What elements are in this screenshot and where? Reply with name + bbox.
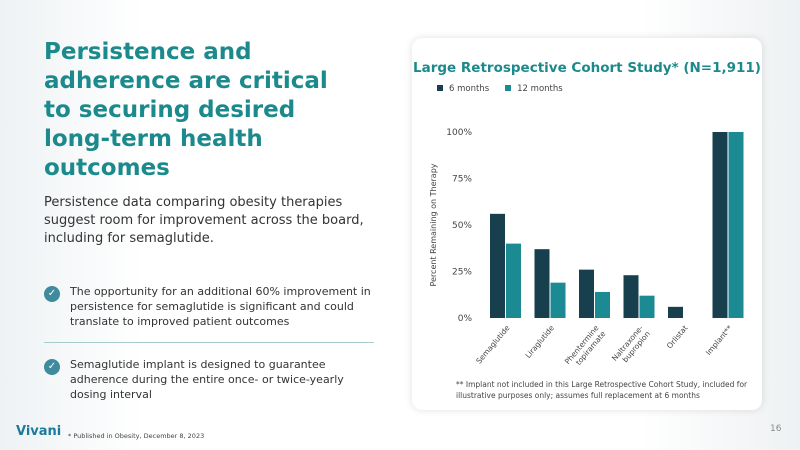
y-tick-label: 0%	[458, 314, 473, 324]
x-tick-label: Semaglutide	[474, 323, 512, 365]
chart-legend: 6 months 12 months	[437, 84, 563, 94]
bar-6-months	[623, 275, 639, 318]
y-axis-label: Percent Remaining on Therapy	[429, 163, 438, 286]
subtitle: Persistence data comparing obesity thera…	[44, 195, 364, 246]
legend-6-months: 6 months	[437, 84, 489, 94]
x-tick-label: Orlistat	[665, 323, 690, 350]
bar-6-months	[579, 269, 594, 318]
check-circle-icon: ✓	[44, 286, 60, 302]
check-circle-icon: ✓	[44, 359, 60, 375]
chart-title: Large Retrospective Cohort Study* (N=1,9…	[413, 60, 761, 76]
bar-6-months	[534, 249, 550, 318]
bar-12-months	[639, 295, 655, 318]
page-number: 16	[770, 424, 782, 434]
x-tick-label: Phenterminetopiramate	[563, 323, 608, 372]
bullet-text: The opportunity for an additional 60% im…	[70, 285, 371, 328]
bullet-item: ✓ The opportunity for an additional 60% …	[44, 284, 374, 329]
x-tick-label: Implant**	[704, 323, 734, 357]
x-tick-label: Naltraxone-bupropion	[610, 323, 652, 368]
bullet-item: ✓ Semaglutide implant is designed to gua…	[44, 357, 374, 402]
x-tick-label: Liraglutide	[523, 323, 556, 360]
bar-chart: 0% 25% 50% 75% 100% Percent Remaining on Ther…	[429, 128, 744, 372]
y-tick-label: 50%	[452, 221, 472, 231]
y-tick-label: 25%	[452, 268, 472, 278]
divider	[44, 342, 374, 343]
chart-footnote: ** Implant not included in this Large Re…	[456, 380, 748, 400]
y-tick-label: 75%	[452, 175, 472, 185]
vivani-logo: Vivani	[16, 424, 62, 439]
legend-12-months: 12 months	[505, 84, 563, 94]
bullet-text: Semaglutide implant is designed to guara…	[70, 358, 344, 401]
chart-card: Large Retrospective Cohort Study* (N=1,9…	[412, 38, 762, 410]
bar-12-months	[595, 291, 610, 318]
page-title: Persistence and adherence are critical t…	[44, 39, 328, 181]
bar-12-months	[506, 243, 521, 318]
bar-6-months	[712, 132, 728, 318]
publication-footnote: * Published in Obesity, December 8, 2023	[68, 432, 205, 440]
bar-12-months	[550, 282, 566, 318]
bar-12-months	[728, 132, 744, 318]
bar-6-months	[490, 213, 505, 318]
bar-6-months	[668, 306, 683, 318]
y-tick-label: 100%	[446, 128, 472, 138]
